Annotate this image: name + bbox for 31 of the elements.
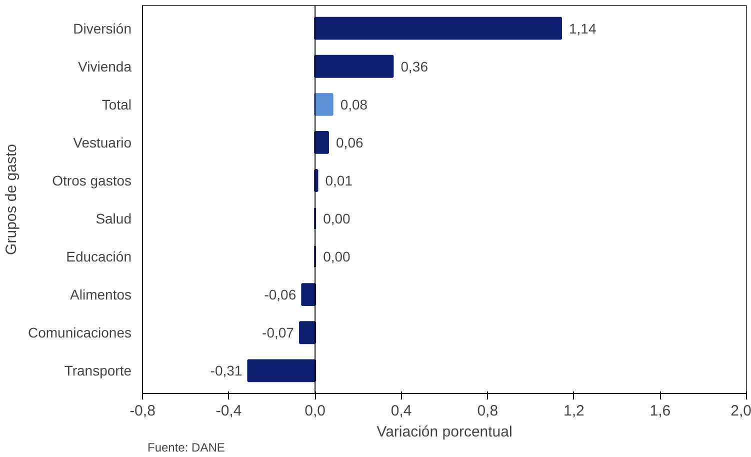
data-label: 0,08 <box>340 96 368 112</box>
y-tick-label: Vestuario <box>73 134 132 150</box>
data-label: 1,14 <box>568 20 596 36</box>
x-tick-label: 0,0 <box>304 402 326 420</box>
y-tick-label: Vivienda <box>78 58 132 74</box>
data-label: 0,00 <box>323 210 351 227</box>
y-tick-label: Otros gastos <box>52 172 132 188</box>
data-label: 0,36 <box>400 58 428 74</box>
data-label: 0,06 <box>336 134 364 150</box>
x-tick-label: 2,0 <box>730 402 751 420</box>
data-label: 0,01 <box>325 172 353 188</box>
data-label: -0,07 <box>262 324 294 341</box>
y-tick-label: Salud <box>96 210 132 227</box>
x-tick-label: 1,6 <box>650 402 671 420</box>
data-label: 0,00 <box>323 248 351 265</box>
y-tick-label: Alimentos <box>70 286 132 303</box>
y-tick-label: Diversión <box>73 20 132 36</box>
y-tick-label: Transporte <box>64 362 132 379</box>
y-tick-label: Educación <box>66 248 132 265</box>
x-tick-label: 0,4 <box>390 402 412 420</box>
y-tick-label: Comunicaciones <box>28 324 132 341</box>
data-label: -0,31 <box>210 362 242 379</box>
x-tick-label: 0,8 <box>477 402 498 420</box>
source-note: Fuente: DANE <box>148 440 225 454</box>
x-tick-label: -0,4 <box>216 402 242 420</box>
x-tick-label: 1,2 <box>564 402 584 420</box>
y-tick-label: Total <box>102 96 132 112</box>
x-tick-label: -0,8 <box>130 402 156 420</box>
y-axis-title: Grupos de gasto <box>3 144 20 255</box>
data-label: -0,06 <box>264 286 296 303</box>
x-axis-title: Variación porcentual <box>376 424 512 440</box>
